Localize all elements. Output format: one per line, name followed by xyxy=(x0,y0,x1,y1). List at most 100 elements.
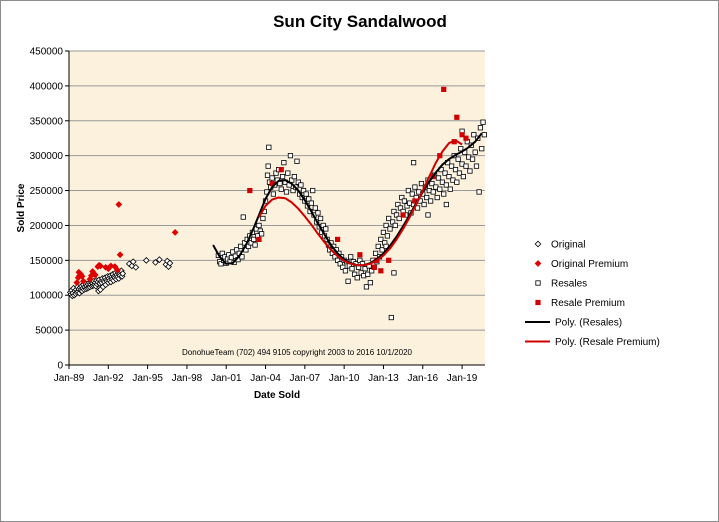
x-tick-label: Jan-04 xyxy=(250,373,281,384)
resales-point xyxy=(349,266,355,272)
original-premium-point xyxy=(91,271,99,279)
resales-point xyxy=(342,268,349,274)
original-premium-point xyxy=(80,277,87,285)
resales-point xyxy=(397,205,404,211)
resales-point xyxy=(386,215,392,222)
legend-item: Original xyxy=(534,240,585,251)
x-tick-label: Jan-95 xyxy=(132,373,163,384)
resales-point xyxy=(260,215,266,222)
resales-point xyxy=(435,175,442,181)
resales-point xyxy=(434,194,440,201)
resale-premium-point xyxy=(334,236,341,242)
resales-point xyxy=(348,254,354,260)
grid-lines xyxy=(69,50,485,331)
resales-point xyxy=(289,177,295,183)
resales-point xyxy=(310,187,316,194)
chart-title: Sun City Sandalwood xyxy=(273,12,447,31)
y-tick-label: 150000 xyxy=(30,256,64,267)
resales-point xyxy=(278,186,284,192)
y-axis-label: Sold Price xyxy=(16,183,27,232)
resales-point xyxy=(298,182,304,188)
resales-point xyxy=(372,250,379,256)
legend-label: Original Premium xyxy=(551,259,628,270)
x-tick-label: Jan-92 xyxy=(93,373,124,384)
resales-point xyxy=(409,191,415,197)
resales-point xyxy=(396,215,402,222)
resales-point xyxy=(264,172,271,178)
resales-point xyxy=(323,226,329,232)
resales-point xyxy=(363,284,370,290)
original-point xyxy=(152,259,159,266)
resales-point xyxy=(456,170,463,176)
resale-premium-point xyxy=(441,86,447,92)
resales-point xyxy=(369,268,375,274)
resales-point xyxy=(219,250,225,256)
resales-point xyxy=(281,160,287,166)
resales-point xyxy=(378,236,384,242)
resales-point xyxy=(232,253,238,259)
resales-point xyxy=(357,257,363,263)
resales-point xyxy=(430,189,436,195)
axes xyxy=(68,51,485,366)
resales-point xyxy=(251,236,257,242)
x-tick-label: Jan-01 xyxy=(211,373,242,384)
original-point xyxy=(128,262,136,270)
resales-point xyxy=(273,170,279,176)
legend-item: Poly. (Resales) xyxy=(525,318,622,329)
resales-point xyxy=(270,191,276,197)
resales-point xyxy=(345,278,351,284)
resales-point xyxy=(340,264,346,270)
resales-point xyxy=(279,173,286,180)
y-tick-label: 400000 xyxy=(30,81,64,92)
resales-point xyxy=(443,182,449,188)
resales-point xyxy=(421,201,427,208)
resales-point xyxy=(238,243,244,249)
resales-point xyxy=(463,163,469,169)
resales-point xyxy=(429,180,435,187)
resales-point xyxy=(290,187,296,194)
resales-point xyxy=(391,208,397,215)
resales-point xyxy=(441,191,447,197)
resales-point xyxy=(303,191,309,197)
legend-label: Poly. (Resale Premium) xyxy=(555,337,660,348)
resales-point xyxy=(391,270,397,276)
legend-label: Resale Premium xyxy=(551,298,625,309)
resales-point xyxy=(245,243,252,249)
resales-point xyxy=(472,149,478,155)
resales-point xyxy=(481,132,487,138)
resales-point xyxy=(266,144,272,150)
original-premium-series xyxy=(73,201,179,287)
resales-point xyxy=(379,247,385,253)
plot-area xyxy=(69,51,485,365)
x-axis-label: Date Sold xyxy=(254,390,300,401)
resales-point xyxy=(477,125,484,131)
original-premium-point xyxy=(171,229,179,236)
resales-point xyxy=(312,205,318,211)
resales-point xyxy=(425,212,431,218)
resales-point xyxy=(437,186,443,192)
resales-point xyxy=(259,231,265,237)
legend-item: Resales xyxy=(535,279,587,290)
original-point xyxy=(132,263,140,271)
y-tick-label: 100000 xyxy=(30,291,64,302)
resales-point xyxy=(294,158,300,164)
resale-premium-point xyxy=(386,257,392,263)
legend-label: Poly. (Resales) xyxy=(555,318,622,329)
resales-point xyxy=(218,261,224,267)
y-tick-label: 200000 xyxy=(30,221,64,232)
resales-point xyxy=(447,186,453,192)
y-tick-label: 0 xyxy=(57,361,63,372)
original-premium-point xyxy=(116,251,124,259)
resales-point xyxy=(395,201,401,208)
resales-point xyxy=(240,214,246,220)
legend-marker-swatch xyxy=(535,299,541,306)
resale-premium-point xyxy=(459,132,465,138)
original-point xyxy=(119,270,127,277)
resales-point xyxy=(454,179,460,185)
resales-point xyxy=(295,179,301,185)
resales-point xyxy=(234,247,240,253)
resales-point xyxy=(384,233,390,239)
original-premium-point xyxy=(115,201,123,208)
